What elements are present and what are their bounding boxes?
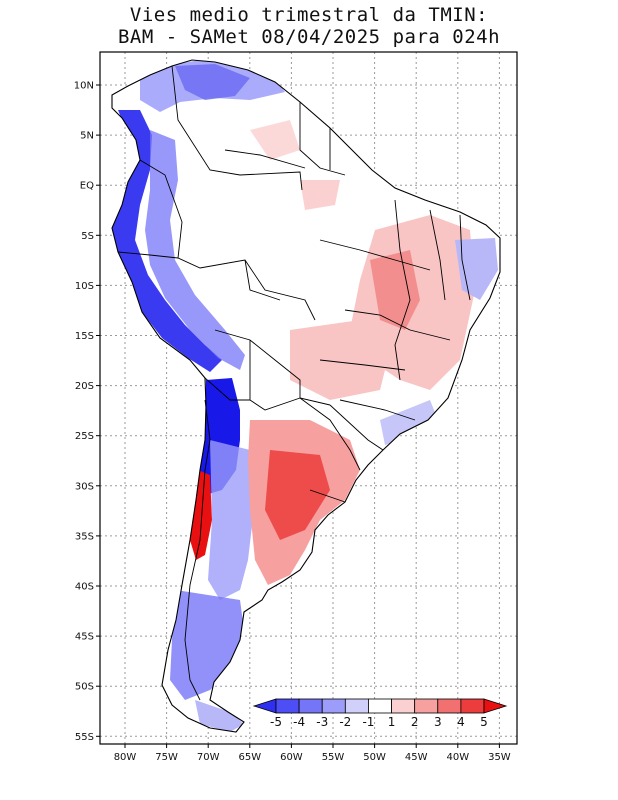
bias-amazon-positive-patch	[300, 180, 340, 210]
lon-label: 70W	[197, 752, 220, 763]
lat-label: 50S	[75, 682, 94, 693]
bias-guianas-positive-patch	[250, 120, 300, 160]
bias-venezuela-negative	[175, 64, 250, 100]
lat-label: 45S	[75, 632, 94, 643]
lon-label: 45W	[405, 752, 428, 763]
bias-pampas-strong-positive	[265, 450, 330, 540]
map-title-line2: BAM - SAMet 08/04/2025 para 024h	[117, 26, 501, 48]
lat-label: 35S	[75, 531, 94, 542]
map-title-line1: Vies medio trimestral da TMIN:	[129, 4, 489, 26]
lat-label: 5S	[81, 231, 94, 242]
latitude-labels: 10N 5N EQ 5S 10S 15S 20S 25S 30S 35S 40S 45S 50S 55S	[74, 81, 94, 743]
colorbar-bin	[321, 698, 346, 714]
lat-label: 5N	[80, 131, 94, 142]
colorbar-labels: -5 -4 -3 -2 -1 1 2 3 4 5	[270, 715, 488, 729]
lat-label: 10S	[75, 281, 94, 292]
colorbar	[252, 698, 508, 714]
lat-label: 10N	[74, 81, 94, 92]
bias-brazil-east-negative	[455, 238, 498, 300]
colorbar-bin	[391, 698, 416, 714]
lat-label: 20S	[75, 381, 94, 392]
colorbar-label: -5	[270, 715, 282, 729]
lat-label: EQ	[80, 181, 94, 192]
lon-label: 40W	[446, 752, 469, 763]
bias-andes-north-negative	[112, 110, 222, 372]
colorbar-label: 5	[480, 715, 488, 729]
colorbar-bin	[460, 698, 485, 714]
lon-label: 50W	[363, 752, 386, 763]
colorbar-label: -3	[316, 715, 328, 729]
colorbar-bin	[344, 698, 369, 714]
longitude-labels: 80W 75W 70W 65W 60W 55W 50W 45W 40W 35W	[114, 752, 511, 763]
frame-border	[99, 51, 518, 745]
lat-label: 30S	[75, 481, 94, 492]
lon-label: 65W	[238, 752, 261, 763]
colorbar-label: -1	[362, 715, 374, 729]
colorbar-bin	[483, 698, 508, 714]
country-borders	[111, 59, 501, 733]
colorbar-label: -2	[339, 715, 351, 729]
lon-label: 35W	[488, 752, 511, 763]
colorbar-bin	[437, 698, 462, 714]
lon-label: 80W	[114, 752, 137, 763]
colorbar-bin	[414, 698, 439, 714]
lon-label: 55W	[322, 752, 345, 763]
lon-label: 60W	[280, 752, 303, 763]
colorbar-label: -4	[293, 715, 305, 729]
colorbar-label: 2	[411, 715, 419, 729]
colorbar-bin	[275, 698, 300, 714]
colorbar-label: 1	[388, 715, 396, 729]
axis-ticks	[96, 84, 500, 748]
lat-label: 15S	[75, 331, 94, 342]
bias-tierra-del-fuego-negative	[195, 700, 244, 732]
bias-southeast-negative	[380, 400, 440, 445]
lon-label: 75W	[155, 752, 178, 763]
lat-label: 25S	[75, 431, 94, 442]
lat-label: 55S	[75, 732, 94, 743]
colorbar-bin	[368, 698, 392, 714]
bias-brazil-central-west-positive	[290, 320, 390, 400]
bias-brazil-center-positive	[370, 250, 420, 330]
colorbar-bin	[298, 698, 323, 714]
colorbar-label: 3	[434, 715, 442, 729]
bias-chile-coast-positive	[190, 470, 212, 560]
bias-argentina-west-negative	[208, 440, 255, 600]
colorbar-label: 4	[457, 715, 465, 729]
lat-label: 40S	[75, 582, 94, 593]
